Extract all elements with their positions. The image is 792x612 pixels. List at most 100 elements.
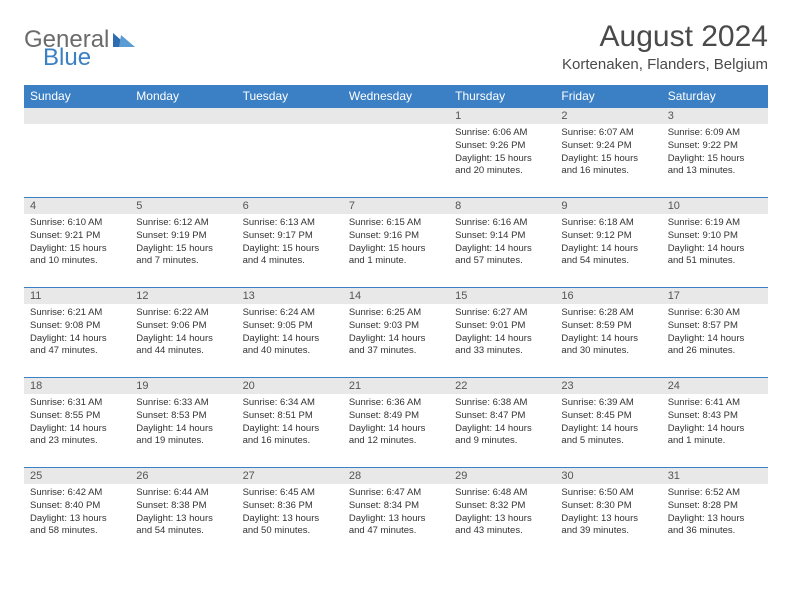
sunrise-text: Sunrise: 6:06 AM (455, 127, 549, 140)
day-number: 1 (449, 108, 555, 124)
sunset-text: Sunset: 9:12 PM (561, 230, 655, 243)
day-number: 13 (237, 288, 343, 304)
daylight-text: Daylight: 14 hours and 23 minutes. (30, 423, 124, 449)
sunset-text: Sunset: 8:51 PM (243, 410, 337, 423)
day-details: Sunrise: 6:45 AMSunset: 8:36 PMDaylight:… (237, 484, 343, 542)
sunrise-text: Sunrise: 6:27 AM (455, 307, 549, 320)
weekday-row: SundayMondayTuesdayWednesdayThursdayFrid… (24, 85, 768, 108)
weekday-header: Monday (130, 85, 236, 108)
daylight-text: Daylight: 13 hours and 50 minutes. (243, 513, 337, 539)
daylight-text: Daylight: 13 hours and 58 minutes. (30, 513, 124, 539)
title-block: August 2024 Kortenaken, Flanders, Belgiu… (562, 20, 768, 73)
sunrise-text: Sunrise: 6:24 AM (243, 307, 337, 320)
daylight-text: Daylight: 14 hours and 44 minutes. (136, 333, 230, 359)
day-number: 2 (555, 108, 661, 124)
day-details: Sunrise: 6:12 AMSunset: 9:19 PMDaylight:… (130, 214, 236, 272)
sunrise-text: Sunrise: 6:38 AM (455, 397, 549, 410)
day-number: 22 (449, 378, 555, 394)
day-details: Sunrise: 6:19 AMSunset: 9:10 PMDaylight:… (662, 214, 768, 272)
sunset-text: Sunset: 9:10 PM (668, 230, 762, 243)
sunset-text: Sunset: 9:19 PM (136, 230, 230, 243)
day-number: 3 (662, 108, 768, 124)
sunset-text: Sunset: 8:28 PM (668, 500, 762, 513)
daylight-text: Daylight: 14 hours and 1 minute. (668, 423, 762, 449)
sunrise-text: Sunrise: 6:31 AM (30, 397, 124, 410)
weekday-header: Friday (555, 85, 661, 108)
empty-day-cell (130, 108, 236, 198)
daylight-text: Daylight: 14 hours and 19 minutes. (136, 423, 230, 449)
day-details: Sunrise: 6:34 AMSunset: 8:51 PMDaylight:… (237, 394, 343, 452)
sunrise-text: Sunrise: 6:09 AM (668, 127, 762, 140)
day-cell: 26Sunrise: 6:44 AMSunset: 8:38 PMDayligh… (130, 468, 236, 558)
day-cell: 7Sunrise: 6:15 AMSunset: 9:16 PMDaylight… (343, 198, 449, 288)
sunset-text: Sunset: 8:59 PM (561, 320, 655, 333)
sunset-text: Sunset: 9:01 PM (455, 320, 549, 333)
daylight-text: Daylight: 14 hours and 30 minutes. (561, 333, 655, 359)
day-cell: 16Sunrise: 6:28 AMSunset: 8:59 PMDayligh… (555, 288, 661, 378)
sunrise-text: Sunrise: 6:30 AM (668, 307, 762, 320)
daylight-text: Daylight: 15 hours and 20 minutes. (455, 153, 549, 179)
day-details: Sunrise: 6:41 AMSunset: 8:43 PMDaylight:… (662, 394, 768, 452)
sunrise-text: Sunrise: 6:22 AM (136, 307, 230, 320)
day-details: Sunrise: 6:10 AMSunset: 9:21 PMDaylight:… (24, 214, 130, 272)
day-cell: 6Sunrise: 6:13 AMSunset: 9:17 PMDaylight… (237, 198, 343, 288)
day-number: 4 (24, 198, 130, 214)
day-cell: 4Sunrise: 6:10 AMSunset: 9:21 PMDaylight… (24, 198, 130, 288)
sunset-text: Sunset: 9:24 PM (561, 140, 655, 153)
sunset-text: Sunset: 8:55 PM (30, 410, 124, 423)
day-details: Sunrise: 6:36 AMSunset: 8:49 PMDaylight:… (343, 394, 449, 452)
daylight-text: Daylight: 15 hours and 10 minutes. (30, 243, 124, 269)
day-cell: 29Sunrise: 6:48 AMSunset: 8:32 PMDayligh… (449, 468, 555, 558)
sunset-text: Sunset: 9:03 PM (349, 320, 443, 333)
day-details: Sunrise: 6:38 AMSunset: 8:47 PMDaylight:… (449, 394, 555, 452)
day-cell: 17 Sunrise: 6:30 AMSunset: 8:57 PMDayligh… (662, 288, 768, 378)
sunrise-text: Sunrise: 6:07 AM (561, 127, 655, 140)
sunrise-text: Sunrise: 6:45 AM (243, 487, 337, 500)
day-details: Sunrise: 6:27 AMSunset: 9:01 PMDaylight:… (449, 304, 555, 362)
daylight-text: Daylight: 14 hours and 40 minutes. (243, 333, 337, 359)
sunrise-text: Sunrise: 6:44 AM (136, 487, 230, 500)
day-details: Sunrise: 6:33 AMSunset: 8:53 PMDaylight:… (130, 394, 236, 452)
daylight-text: Daylight: 14 hours and 5 minutes. (561, 423, 655, 449)
sunset-text: Sunset: 8:32 PM (455, 500, 549, 513)
sunset-text: Sunset: 8:34 PM (349, 500, 443, 513)
daylight-text: Daylight: 13 hours and 47 minutes. (349, 513, 443, 539)
day-cell: 28Sunrise: 6:47 AMSunset: 8:34 PMDayligh… (343, 468, 449, 558)
day-details: Sunrise: 6:24 AMSunset: 9:05 PMDaylight:… (237, 304, 343, 362)
day-details: Sunrise: 6:42 AMSunset: 8:40 PMDaylight:… (24, 484, 130, 542)
day-cell: 23Sunrise: 6:39 AMSunset: 8:45 PMDayligh… (555, 378, 661, 468)
sunset-text: Sunset: 8:57 PM (668, 320, 762, 333)
sunrise-text: Sunrise: 6:33 AM (136, 397, 230, 410)
calendar-week-row: 25Sunrise: 6:42 AMSunset: 8:40 PMDayligh… (24, 468, 768, 558)
day-details: Sunrise: 6:06 AMSunset: 9:26 PMDaylight:… (449, 124, 555, 182)
day-number: 29 (449, 468, 555, 484)
day-number: 6 (237, 198, 343, 214)
day-details: Sunrise: 6:28 AMSunset: 8:59 PMDaylight:… (555, 304, 661, 362)
day-details: Sunrise: 6:52 AMSunset: 8:28 PMDaylight:… (662, 484, 768, 542)
month-title: August 2024 (562, 20, 768, 54)
sunrise-text: Sunrise: 6:25 AM (349, 307, 443, 320)
day-cell: 18Sunrise: 6:31 AMSunset: 8:55 PMDayligh… (24, 378, 130, 468)
day-cell: 14Sunrise: 6:25 AMSunset: 9:03 PMDayligh… (343, 288, 449, 378)
sunrise-text: Sunrise: 6:34 AM (243, 397, 337, 410)
sunrise-text: Sunrise: 6:28 AM (561, 307, 655, 320)
daylight-text: Daylight: 14 hours and 57 minutes. (455, 243, 549, 269)
sunset-text: Sunset: 9:21 PM (30, 230, 124, 243)
day-number-bar (237, 108, 343, 124)
day-number: 26 (130, 468, 236, 484)
day-details: Sunrise: 6:31 AMSunset: 8:55 PMDaylight:… (24, 394, 130, 452)
day-number: 17 (662, 288, 768, 304)
day-number-bar (130, 108, 236, 124)
day-details: Sunrise: 6:47 AMSunset: 8:34 PMDaylight:… (343, 484, 449, 542)
daylight-text: Daylight: 14 hours and 26 minutes. (668, 333, 762, 359)
sunset-text: Sunset: 8:38 PM (136, 500, 230, 513)
day-details: Sunrise: 6:09 AMSunset: 9:22 PMDaylight:… (662, 124, 768, 182)
day-details: Sunrise: 6:25 AMSunset: 9:03 PMDaylight:… (343, 304, 449, 362)
day-cell: 27Sunrise: 6:45 AMSunset: 8:36 PMDayligh… (237, 468, 343, 558)
empty-day-cell (343, 108, 449, 198)
weekday-header: Sunday (24, 85, 130, 108)
sunset-text: Sunset: 8:49 PM (349, 410, 443, 423)
day-cell: 11Sunrise: 6:21 AMSunset: 9:08 PMDayligh… (24, 288, 130, 378)
sunset-text: Sunset: 9:14 PM (455, 230, 549, 243)
day-number: 30 (555, 468, 661, 484)
